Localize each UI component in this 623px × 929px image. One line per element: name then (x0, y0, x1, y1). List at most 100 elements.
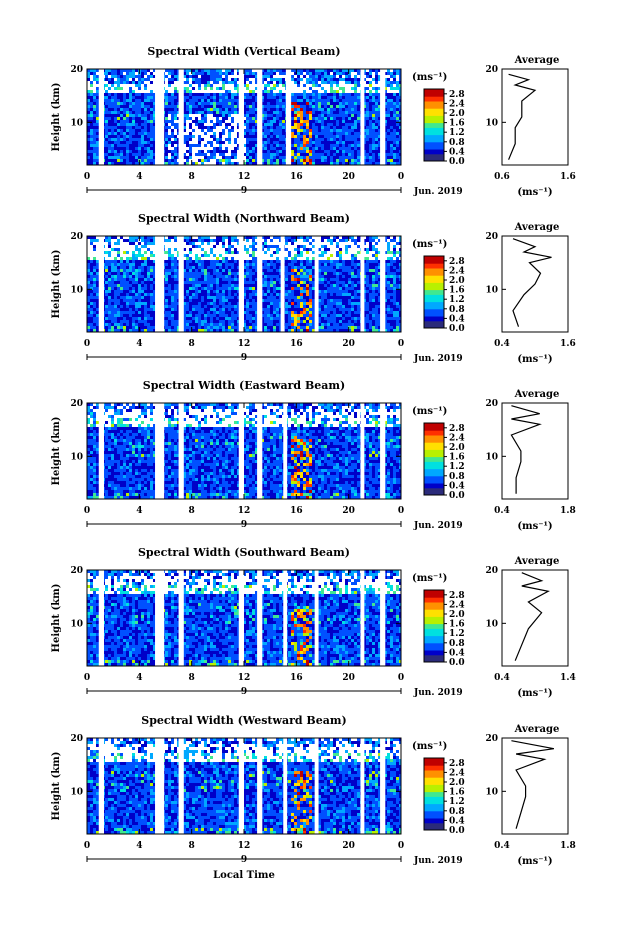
heatmap-cell (216, 108, 219, 111)
heatmap-cell (270, 293, 273, 296)
heatmap-cell (186, 299, 189, 302)
heatmap-cell (117, 123, 120, 126)
heatmap-cell (288, 281, 291, 284)
heatmap-cell (222, 275, 225, 278)
heatmap-cell (348, 302, 351, 305)
heatmap-cell (369, 120, 372, 123)
heatmap-cell (249, 126, 252, 129)
heatmap-cell (144, 114, 147, 117)
heatmap-cell (330, 102, 333, 105)
heatmap-cell (234, 260, 237, 263)
heatmap-cell (213, 272, 216, 275)
heatmap-cell (303, 141, 306, 144)
heatmap-cell (189, 105, 192, 108)
heatmap-cell (105, 117, 108, 120)
heatmap-cell (270, 260, 273, 263)
heatmap-cell (273, 263, 276, 266)
heatmap-cell (261, 153, 264, 156)
heatmap-cell (252, 254, 255, 257)
heatmap-cell (327, 129, 330, 132)
heatmap-cell (153, 102, 156, 105)
heatmap-cell (120, 108, 123, 111)
heatmap-cell (330, 287, 333, 290)
heatmap-cell (372, 284, 375, 287)
heatmap-cell (333, 269, 336, 272)
heatmap-cell (150, 129, 153, 132)
heatmap-cell (321, 293, 324, 296)
heatmap-cell (177, 251, 180, 254)
heatmap-cell (144, 132, 147, 135)
heatmap-cell (276, 266, 279, 269)
heatmap-cell (261, 78, 264, 81)
heatmap-cell (357, 96, 360, 99)
heatmap-cell (87, 159, 90, 162)
heatmap-cell (330, 254, 333, 257)
heatmap-cell (213, 81, 216, 84)
heatmap-cell (297, 269, 300, 272)
heatmap-cell (93, 138, 96, 141)
heatmap-cell (87, 135, 90, 138)
heatmap-cell (321, 120, 324, 123)
heatmap-cell (300, 105, 303, 108)
heatmap-cell (174, 302, 177, 305)
heatmap-cell (312, 299, 315, 302)
heatmap-cell (300, 293, 303, 296)
heatmap-cell (174, 99, 177, 102)
heatmap-cell (237, 90, 240, 93)
heatmap-cell (183, 129, 186, 132)
heatmap-cell (93, 290, 96, 293)
heatmap-cell (303, 93, 306, 96)
heatmap-cell (198, 269, 201, 272)
heatmap-cell (249, 147, 252, 150)
heatmap-cell (126, 287, 129, 290)
heatmap-cell (213, 239, 216, 242)
heatmap-cell (225, 105, 228, 108)
heatmap-cell (165, 287, 168, 290)
heatmap-cell (396, 266, 399, 269)
heatmap-cell (333, 147, 336, 150)
heatmap-cell (384, 281, 387, 284)
heatmap-cell (120, 156, 123, 159)
heatmap-cell (384, 126, 387, 129)
heatmap-cell (351, 144, 354, 147)
heatmap-cell (309, 150, 312, 153)
heatmap-cell (294, 260, 297, 263)
heatmap-cell (186, 236, 189, 239)
heatmap-cell (114, 102, 117, 105)
heatmap-cell (174, 141, 177, 144)
heatmap-cell (120, 96, 123, 99)
heatmap-cell (93, 159, 96, 162)
heatmap-cell (279, 126, 282, 129)
heatmap-cell (375, 69, 378, 72)
heatmap-cell (141, 254, 144, 257)
heatmap-cell (123, 153, 126, 156)
heatmap-cell (318, 126, 321, 129)
heatmap-cell (252, 290, 255, 293)
heatmap-cell (300, 93, 303, 96)
heatmap-cell (123, 287, 126, 290)
heatmap-cell (315, 135, 318, 138)
heatmap-cell (138, 78, 141, 81)
heatmap-cell (252, 99, 255, 102)
heatmap-cell (282, 72, 285, 75)
heatmap-cell (294, 117, 297, 120)
heatmap-cell (183, 263, 186, 266)
heatmap-cell (396, 93, 399, 96)
heatmap-cell (321, 245, 324, 248)
heatmap-cell (399, 266, 401, 269)
heatmap-cell (219, 132, 222, 135)
heatmap-cell (255, 299, 258, 302)
heatmap-cell (231, 129, 234, 132)
heatmap-cell (384, 102, 387, 105)
heatmap-cell (372, 302, 375, 305)
heatmap-cell (282, 144, 285, 147)
heatmap-cell (237, 269, 240, 272)
heatmap-cell (216, 159, 219, 162)
heatmap-cell (243, 120, 246, 123)
heatmap-cell (87, 141, 90, 144)
heatmap-cell (231, 111, 234, 114)
heatmap-cell (246, 72, 249, 75)
heatmap-cell (351, 162, 354, 165)
heatmap-cell (285, 257, 288, 260)
